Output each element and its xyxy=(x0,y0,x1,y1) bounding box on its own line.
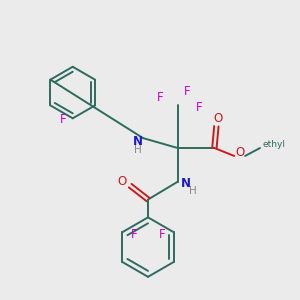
Text: ethyl: ethyl xyxy=(262,140,285,148)
Text: H: H xyxy=(189,186,196,196)
Text: H: H xyxy=(134,145,142,155)
Text: F: F xyxy=(59,113,66,126)
Text: F: F xyxy=(131,228,137,241)
Text: O: O xyxy=(214,112,223,125)
Text: F: F xyxy=(196,101,203,114)
Text: N: N xyxy=(181,177,191,190)
Text: F: F xyxy=(157,91,163,104)
Text: F: F xyxy=(184,85,191,98)
Text: N: N xyxy=(133,135,143,148)
Text: O: O xyxy=(236,146,245,160)
Text: F: F xyxy=(159,228,165,241)
Text: O: O xyxy=(118,175,127,188)
